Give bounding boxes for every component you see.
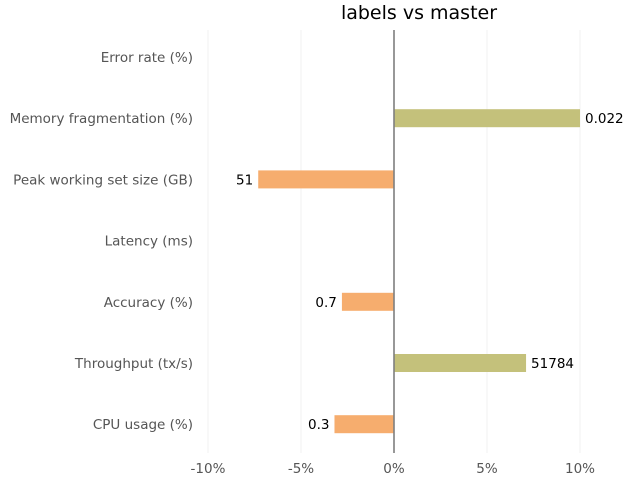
label-layer: -10% -5% 0% 5% 10% Error rate (%) Memory fragm… (10, 50, 624, 477)
category-label: Latency (ms) (105, 234, 193, 250)
x-tick-label: 5% (476, 461, 498, 477)
category-label: Memory fragmentation (%) (10, 111, 193, 127)
bar-layer (258, 109, 580, 434)
category-label: CPU usage (%) (93, 417, 193, 433)
bar-value-label: 51784 (531, 356, 574, 372)
grid-layer (207, 30, 581, 453)
bar-value-label: 0.7 (315, 295, 336, 311)
category-label: Accuracy (%) (104, 295, 193, 311)
bar (341, 292, 394, 311)
bar (334, 415, 394, 434)
x-tick-label: 0% (383, 461, 405, 477)
bar (394, 354, 527, 372)
x-tick-label: -10% (191, 461, 226, 477)
category-label: Throughput (tx/s) (74, 356, 193, 372)
bar (394, 109, 580, 128)
category-label: Peak working set size (GB) (13, 172, 193, 188)
category-label: Error rate (%) (101, 50, 193, 66)
chart-title: labels vs master (341, 2, 497, 24)
bar-value-label: 51 (236, 172, 253, 188)
x-tick-label: 10% (565, 461, 595, 477)
x-tick-label: -5% (288, 461, 314, 477)
bar-value-label: 0.3 (308, 417, 329, 433)
bar-value-label: 0.022 (585, 111, 624, 127)
bar (258, 170, 394, 189)
